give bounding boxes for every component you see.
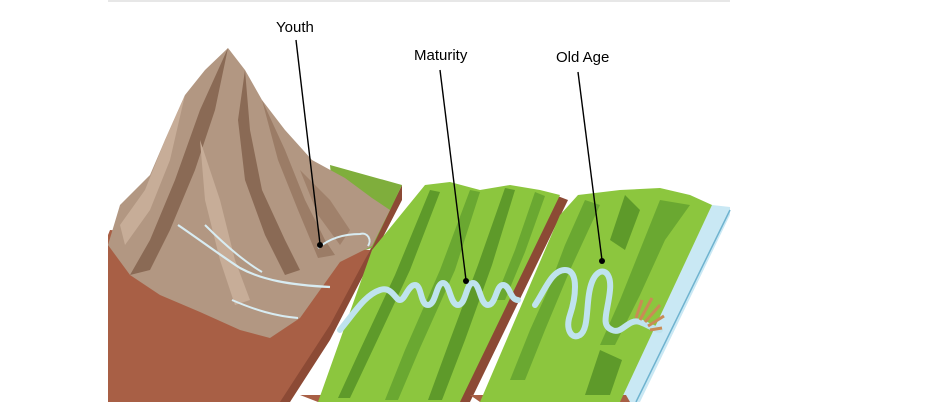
leader-maturity-dot bbox=[463, 278, 469, 284]
leader-maturity bbox=[439, 69, 467, 281]
mountain-shade-2 bbox=[238, 70, 300, 275]
youth-stream-2 bbox=[204, 224, 263, 273]
delta bbox=[634, 297, 665, 332]
leader-youth-dot bbox=[317, 242, 323, 248]
leader-youth bbox=[295, 39, 321, 245]
maturity-river bbox=[337, 279, 521, 333]
old-age-patch-1 bbox=[510, 200, 600, 380]
leader-old-age bbox=[577, 71, 603, 261]
maturity-stripe-3 bbox=[428, 188, 515, 400]
old-age-river bbox=[532, 266, 663, 340]
old-age-patch-3 bbox=[600, 200, 690, 345]
mountain-shade-4 bbox=[120, 95, 185, 245]
mountain-shade-1 bbox=[130, 48, 228, 275]
mountain-shade-5 bbox=[200, 140, 250, 305]
youth-stream-3 bbox=[231, 299, 299, 319]
old-age-block bbox=[470, 188, 731, 402]
youth-block bbox=[108, 48, 402, 402]
sea-edge bbox=[635, 209, 731, 402]
maturity-stripe-4 bbox=[495, 192, 545, 300]
old-age-patch-2 bbox=[610, 195, 640, 250]
youth-stream-1 bbox=[177, 224, 331, 289]
label-old-age-group: Old Age bbox=[556, 49, 609, 264]
label-maturity-group: Maturity bbox=[414, 47, 469, 284]
mountain-shade-6 bbox=[300, 170, 350, 245]
label-old-age: Old Age bbox=[556, 49, 609, 66]
leader-old-age-dot bbox=[599, 258, 605, 264]
sea bbox=[618, 205, 730, 402]
label-youth-group: Youth bbox=[276, 19, 323, 248]
label-maturity: Maturity bbox=[414, 47, 468, 64]
old-age-patch-4 bbox=[585, 350, 622, 395]
maturity-block bbox=[300, 182, 568, 402]
label-youth: Youth bbox=[276, 19, 314, 36]
youth-stream-4 bbox=[317, 232, 371, 249]
